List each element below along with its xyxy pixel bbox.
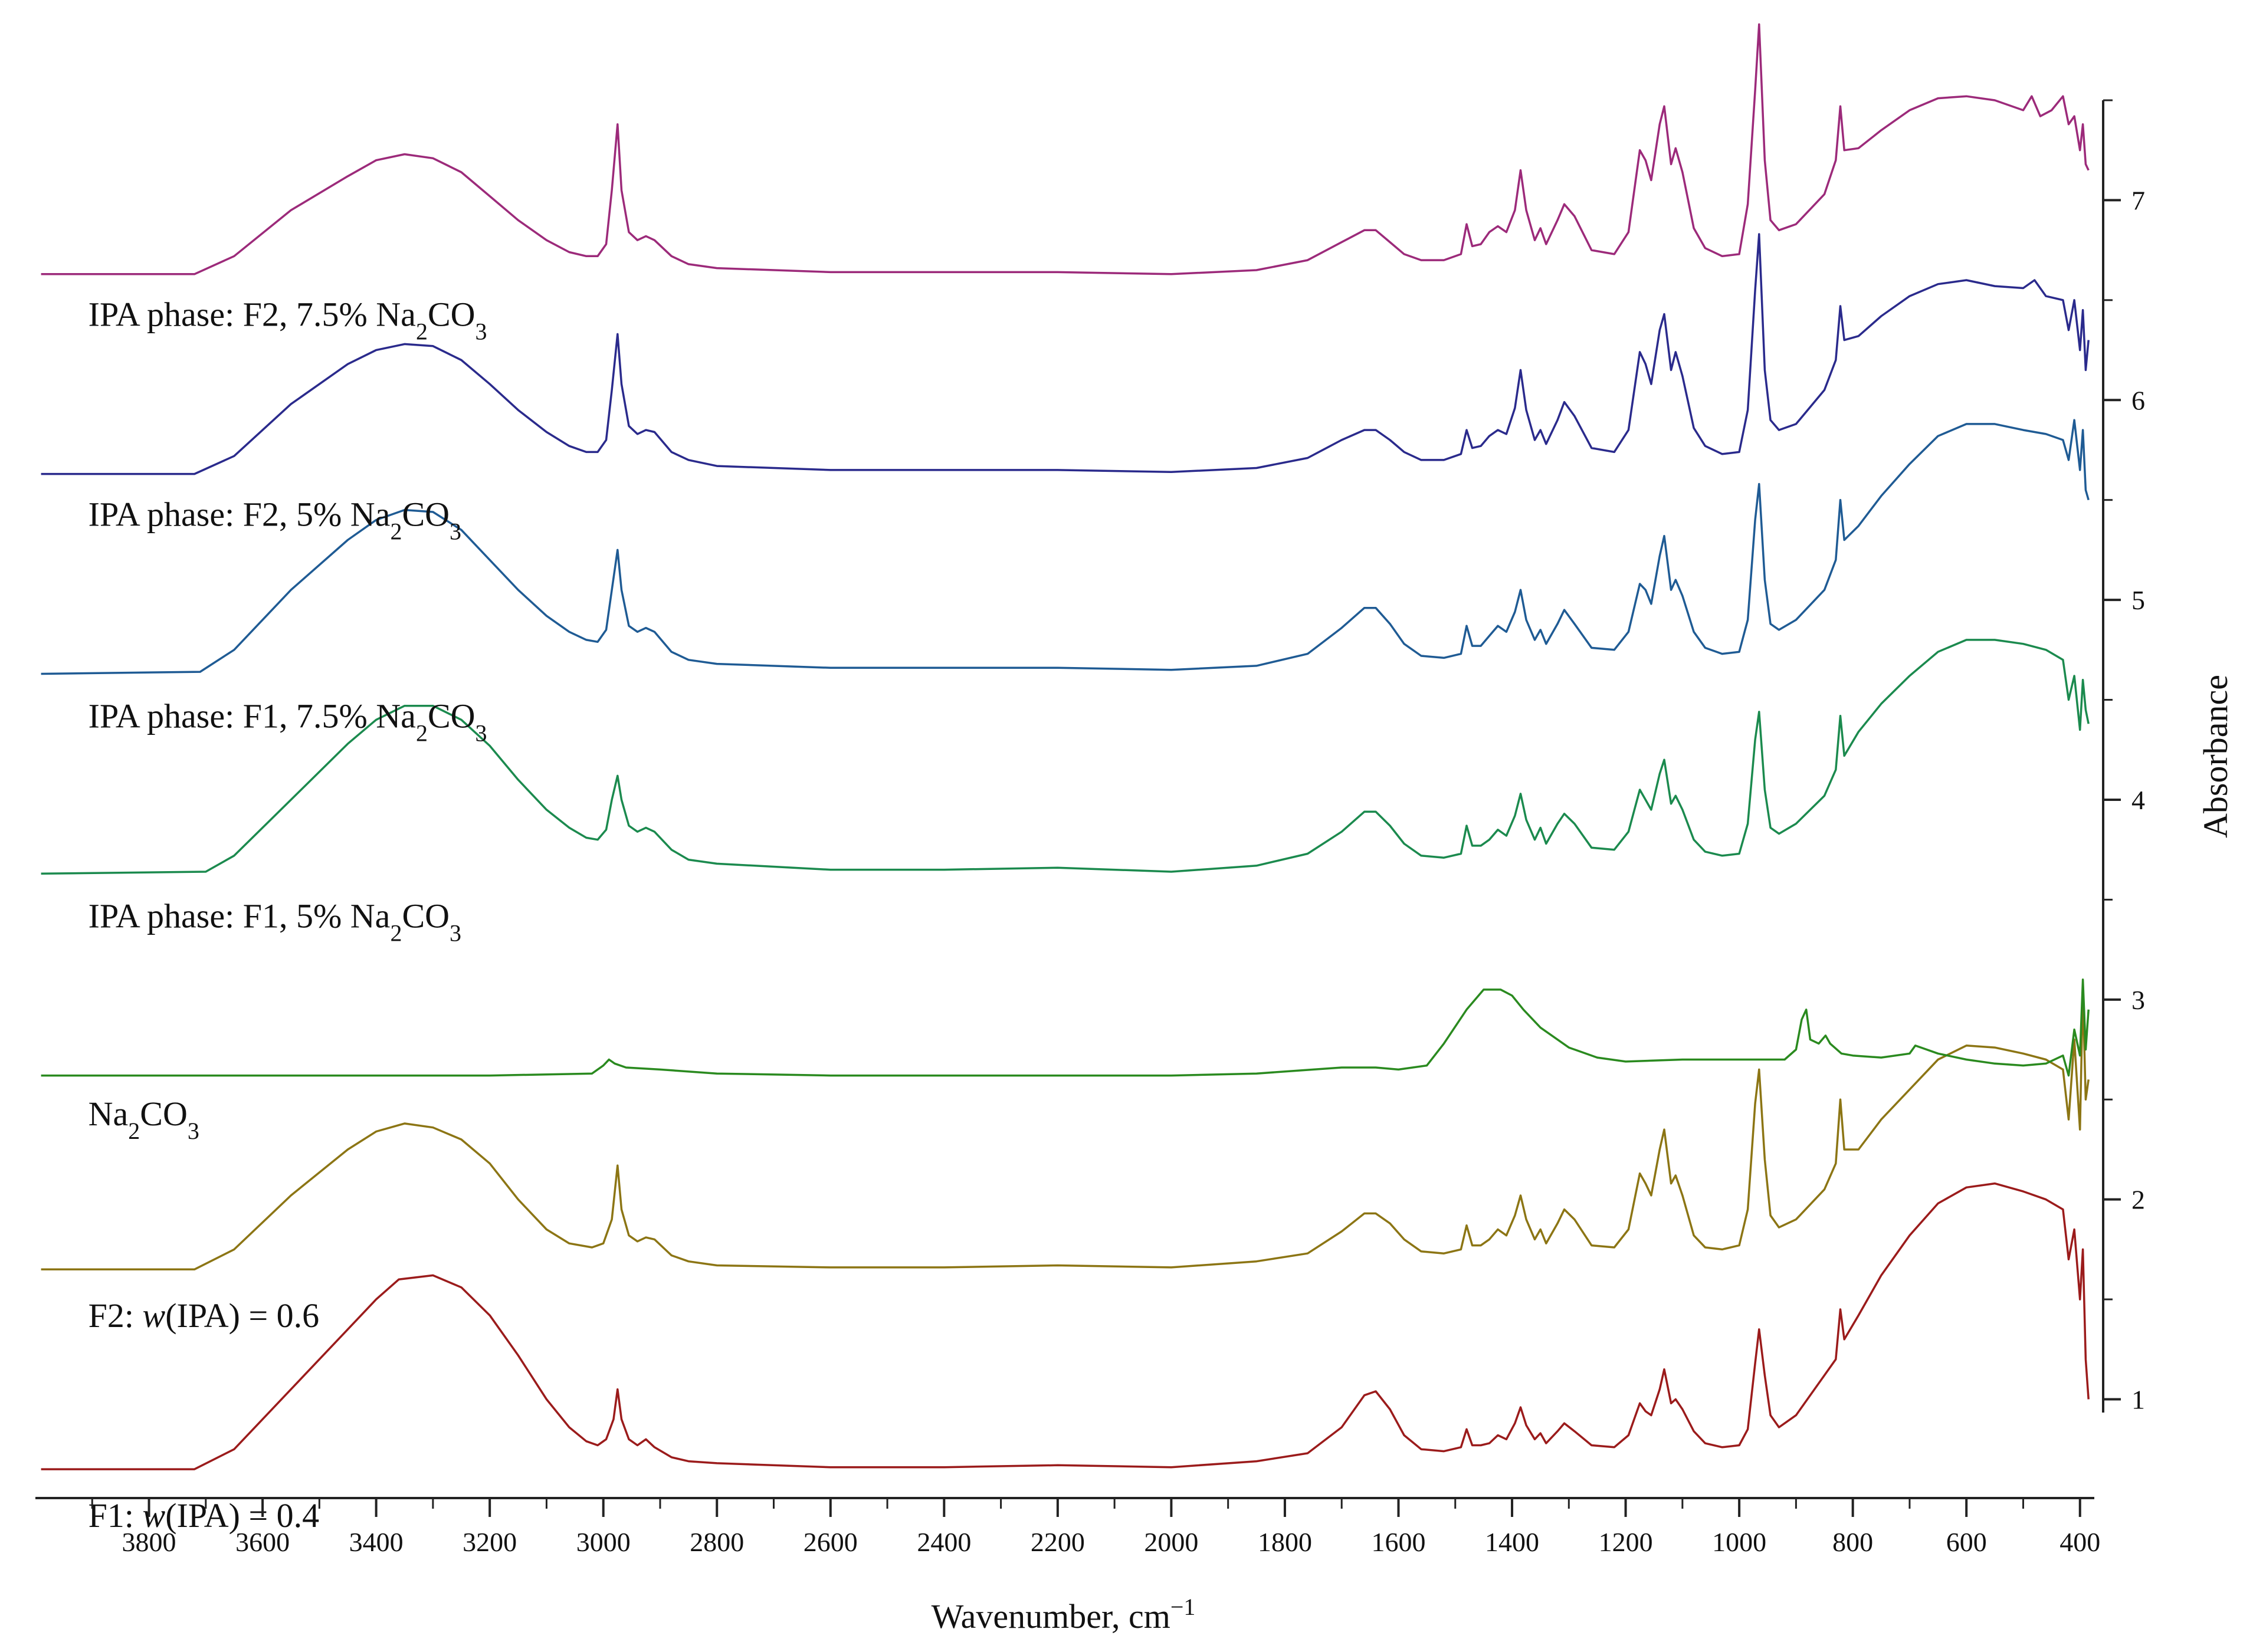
x-axis-title: Wavenumber, cm−1 xyxy=(932,1594,1196,1636)
series-label-na2co3: Na2CO3 xyxy=(88,1095,199,1144)
spectrum-line-ipa_f2_5 xyxy=(41,233,2090,475)
series-label-ipa_f2_75: IPA phase: F2, 7.5% Na2CO3 xyxy=(88,295,487,345)
y-tick-label: 2 xyxy=(2131,1185,2145,1215)
spectrum-line-na2co3 xyxy=(41,978,2090,1077)
series-label-f1: F1: w(IPA) = 0.4 xyxy=(88,1496,320,1535)
x-tick-label: 3000 xyxy=(576,1527,631,1557)
y-axis: 1 2 3 4 5 6 7 xyxy=(2102,99,2145,1415)
x-tick-label: 2600 xyxy=(804,1527,858,1557)
x-tick-label: 3200 xyxy=(463,1527,517,1557)
series-label-ipa_f2_5: IPA phase: F2, 5% Na2CO3 xyxy=(88,495,461,544)
series-group xyxy=(41,23,2090,1470)
y-tick-label: 3 xyxy=(2131,985,2145,1015)
y-tick-label: 7 xyxy=(2131,185,2145,215)
series-label-f2: F2: w(IPA) = 0.6 xyxy=(88,1296,320,1335)
y-tick-label: 1 xyxy=(2131,1385,2145,1415)
spectrum-line-f2 xyxy=(41,988,2090,1271)
spectrum-line-ipa_f1_5 xyxy=(41,639,2090,875)
x-tick-label: 1600 xyxy=(1371,1527,1425,1557)
x-tick-label: 1200 xyxy=(1599,1527,1653,1557)
series-label-ipa_f1_5: IPA phase: F1, 5% Na2CO3 xyxy=(88,897,461,947)
x-tick-label: 3600 xyxy=(235,1527,290,1557)
x-tick-label: 3400 xyxy=(349,1527,404,1557)
x-tick-label: 1800 xyxy=(1258,1527,1312,1557)
series-label-ipa_f1_75: IPA phase: F1, 7.5% Na2CO3 xyxy=(88,697,487,747)
y-tick-label: 4 xyxy=(2131,785,2145,815)
y-axis-title: Absorbance xyxy=(2196,675,2235,838)
x-tick-label: 2800 xyxy=(690,1527,744,1557)
spectrum-line-f1 xyxy=(41,1182,2090,1470)
x-tick-label: 1000 xyxy=(1712,1527,1766,1557)
spectrum-line-ipa_f1_75 xyxy=(41,419,2090,675)
x-tick-label: 400 xyxy=(2059,1527,2100,1557)
x-tick-label: 2000 xyxy=(1144,1527,1198,1557)
x-tick-label: 1400 xyxy=(1485,1527,1539,1557)
x-tick-label: 800 xyxy=(1832,1527,1873,1557)
x-tick-label: 600 xyxy=(1946,1527,1987,1557)
x-tick-label: 2400 xyxy=(917,1527,971,1557)
y-tick-label: 5 xyxy=(2131,585,2145,615)
spectrum-line-ipa_f2_75 xyxy=(41,23,2090,275)
series-labels: F1: w(IPA) = 0.4 F2: w(IPA) = 0.6 Na2CO3 IP… xyxy=(88,295,487,1535)
y-tick-label: 6 xyxy=(2131,385,2145,415)
x-axis: 3800 3600 3400 3200 3000 2800 2600 2400 2200 2000… xyxy=(35,1497,2100,1557)
x-tick-label: 3800 xyxy=(122,1527,176,1557)
x-tick-label: 2200 xyxy=(1031,1527,1085,1557)
